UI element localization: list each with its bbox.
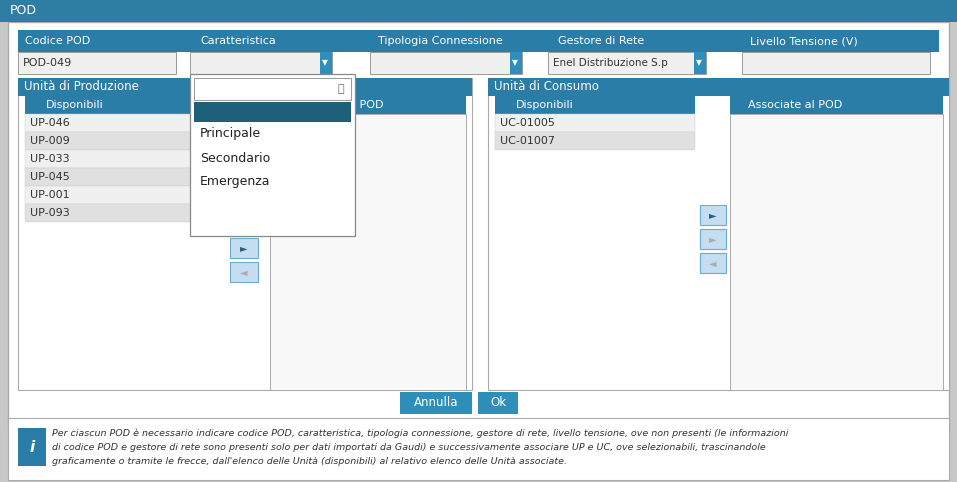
Text: Caratteristica: Caratteristica <box>200 36 276 46</box>
Text: Codice POD: Codice POD <box>25 36 90 46</box>
Text: UP-033: UP-033 <box>30 154 70 164</box>
Bar <box>742 52 930 74</box>
Bar <box>18 78 472 96</box>
Text: Per ciascun POD è necessario indicare codice POD, caratteristica, tipologia conn: Per ciascun POD è necessario indicare co… <box>52 428 789 438</box>
Text: Annulla: Annulla <box>413 397 458 410</box>
Text: ►: ► <box>709 210 717 220</box>
Text: UP-001: UP-001 <box>30 190 70 200</box>
Bar <box>194 78 351 100</box>
Text: ►: ► <box>240 243 248 253</box>
Bar <box>495 132 695 150</box>
Bar <box>270 114 466 390</box>
Bar <box>25 114 225 132</box>
Bar <box>370 52 522 74</box>
Text: Emergenza: Emergenza <box>200 175 271 188</box>
Bar <box>730 96 943 114</box>
Text: i: i <box>30 440 34 455</box>
Bar <box>478 392 518 414</box>
Bar <box>488 78 949 96</box>
Text: Secondario: Secondario <box>200 151 270 164</box>
Bar <box>700 205 726 225</box>
Bar <box>495 114 695 132</box>
Text: Tipologia Connessione: Tipologia Connessione <box>378 36 502 46</box>
Bar <box>25 168 225 186</box>
Bar <box>548 52 706 74</box>
Text: ◄: ◄ <box>240 267 248 277</box>
Text: UP-046: UP-046 <box>30 118 70 128</box>
Text: graficamente o tramite le frecce, dall'elenco delle Unità (disponibili) al relat: graficamente o tramite le frecce, dall'e… <box>52 456 567 466</box>
Bar <box>320 52 332 74</box>
Bar <box>510 52 522 74</box>
Text: Disponibili: Disponibili <box>46 100 104 110</box>
Bar <box>25 186 225 204</box>
Text: al POD: al POD <box>346 100 384 110</box>
Text: Enel Distribuzione S.p: Enel Distribuzione S.p <box>553 58 668 68</box>
Bar <box>400 392 472 414</box>
Bar <box>700 253 726 273</box>
Bar <box>194 102 351 122</box>
Bar <box>190 52 332 74</box>
Bar <box>25 96 225 114</box>
Text: POD-049: POD-049 <box>23 58 72 68</box>
Bar <box>190 74 355 236</box>
Bar <box>18 428 46 466</box>
Text: UP-045: UP-045 <box>30 172 70 182</box>
Text: ▼: ▼ <box>322 58 328 67</box>
Text: UC-01005: UC-01005 <box>500 118 555 128</box>
Text: UP-009: UP-009 <box>30 136 70 146</box>
Text: Principale: Principale <box>200 128 261 140</box>
Text: ⌕: ⌕ <box>338 84 345 94</box>
Bar <box>230 238 258 258</box>
Text: Gestore di Rete: Gestore di Rete <box>558 36 644 46</box>
Bar <box>318 96 466 114</box>
Bar <box>18 30 939 52</box>
Bar <box>25 204 225 222</box>
Bar <box>0 0 957 22</box>
Text: ▼: ▼ <box>512 58 518 67</box>
Bar <box>8 22 949 430</box>
Text: Unità di Consumo: Unità di Consumo <box>494 80 599 94</box>
Bar <box>488 78 949 390</box>
Text: di codice POD e gestore di rete sono presenti solo per dati importati da Gaudi) : di codice POD e gestore di rete sono pre… <box>52 442 766 452</box>
Bar <box>694 52 706 74</box>
Bar <box>18 78 472 390</box>
Text: UC-01007: UC-01007 <box>500 136 555 146</box>
Text: Associate al POD: Associate al POD <box>747 100 842 110</box>
Text: ◄: ◄ <box>709 258 717 268</box>
Text: ▼: ▼ <box>696 58 701 67</box>
Bar <box>8 418 949 480</box>
Text: Livello Tensione (V): Livello Tensione (V) <box>750 36 857 46</box>
Text: Ok: Ok <box>490 397 506 410</box>
Bar <box>25 150 225 168</box>
Bar <box>230 262 258 282</box>
Text: UP-093: UP-093 <box>30 208 70 218</box>
Bar <box>730 114 943 390</box>
Bar <box>25 132 225 150</box>
Bar <box>18 52 176 74</box>
Text: Disponibili: Disponibili <box>516 100 574 110</box>
Bar <box>495 96 695 114</box>
Text: ►: ► <box>709 234 717 244</box>
Bar <box>700 229 726 249</box>
Text: Unità di Produzione: Unità di Produzione <box>24 80 139 94</box>
Text: POD: POD <box>10 4 37 17</box>
